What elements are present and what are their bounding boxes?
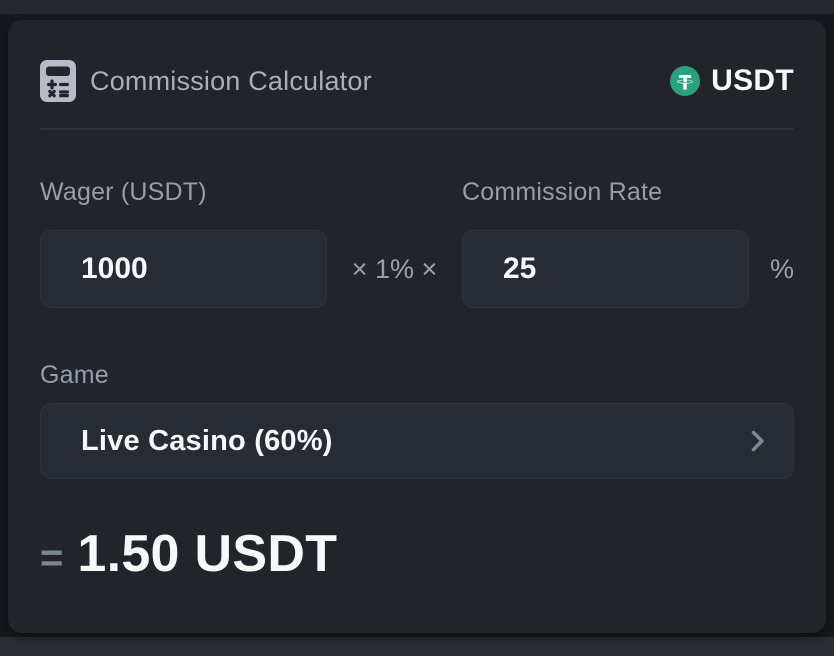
wager-label: Wager (USDT) [40, 178, 207, 206]
game-label: Game [40, 361, 109, 389]
game-select-value: Live Casino (60%) [81, 424, 333, 457]
calculator-icon [40, 60, 76, 102]
percent-suffix: % [769, 254, 794, 284]
wager-input-box [40, 230, 327, 308]
card-title: Commission Calculator [90, 65, 372, 96]
card-header: Commission Calculator USDT [40, 58, 794, 104]
currency-label: USDT [711, 64, 794, 97]
chevron-right-icon [751, 429, 765, 453]
game-select[interactable]: Live Casino (60%) [40, 403, 794, 479]
commission-calculator-card: Commission Calculator USDT Wager (USDT) … [8, 20, 826, 633]
header-divider [40, 128, 794, 130]
commission-rate-label: Commission Rate [462, 178, 663, 206]
tether-usdt-icon [670, 66, 701, 96]
commission-rate-input[interactable] [463, 231, 748, 307]
result-row: = 1.50 USDT [40, 525, 338, 583]
adjacent-card-top [0, 0, 834, 14]
wager-input[interactable] [41, 231, 326, 307]
equals-sign: = [40, 536, 64, 580]
adjacent-card-bottom [0, 637, 834, 656]
multiplier-text: × 1% × [351, 254, 438, 284]
commission-rate-input-box [462, 230, 749, 308]
result-value: 1.50 USDT [77, 525, 338, 583]
